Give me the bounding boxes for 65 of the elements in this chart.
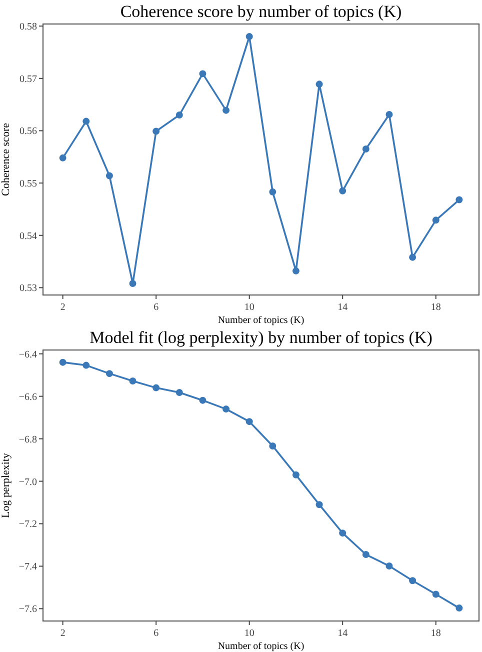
point: [129, 378, 136, 385]
x-tick-label: 18: [430, 628, 441, 639]
y-tick-label: 0.56: [20, 126, 37, 138]
point: [106, 370, 113, 378]
x-tick-label: 18: [430, 302, 441, 313]
point: [362, 146, 370, 153]
y-tick-label: −6.8: [18, 434, 37, 446]
point: [432, 590, 440, 598]
y-tick-label: −7.6: [18, 604, 37, 616]
point: [82, 118, 90, 125]
point: [409, 254, 416, 261]
y-tick-label: −7.2: [18, 519, 37, 530]
y-tick-label: −7.0: [18, 476, 37, 488]
point: [59, 358, 66, 366]
point: [199, 396, 206, 404]
point: [316, 501, 323, 508]
y-tick-label: −7.4: [18, 562, 37, 573]
x-tick-label: 2: [60, 628, 66, 639]
point: [269, 188, 276, 196]
point: [339, 530, 346, 537]
point: [456, 196, 463, 204]
point: [386, 562, 393, 570]
point: [292, 471, 300, 478]
x-tick-label: 2: [60, 302, 66, 313]
x-tick-label: 10: [244, 302, 254, 313]
x-tick-label: 10: [244, 628, 254, 639]
y-tick-label: 0.55: [20, 178, 37, 190]
chart-title: Model fit (log perplexity) by number of topics (K): [90, 328, 432, 347]
x-axis-title: Number of topics (K): [218, 315, 304, 326]
point: [106, 172, 113, 180]
point: [222, 106, 230, 114]
point: [456, 604, 463, 612]
y-tick-label: −6.4: [18, 349, 37, 360]
point: [152, 128, 160, 135]
x-tick-label: 14: [338, 628, 348, 639]
point: [176, 112, 183, 119]
y-tick-label: 0.57: [20, 74, 37, 85]
point: [362, 551, 370, 558]
chart-title: Coherence score by number of topics (K): [120, 2, 402, 21]
y-axis-title: Coherence score: [0, 122, 12, 196]
y-axis-title: Log perplexity: [0, 452, 12, 518]
point: [82, 362, 90, 369]
point: [269, 442, 276, 450]
y-tick-label: 0.58: [20, 22, 37, 33]
x-tick-label: 6: [154, 302, 159, 313]
point: [292, 267, 300, 274]
point: [409, 577, 416, 584]
point: [199, 70, 206, 78]
x-tick-label: 6: [154, 628, 159, 639]
point: [386, 111, 393, 118]
x-axis-title: Number of topics (K): [218, 641, 304, 652]
point: [432, 216, 440, 224]
y-tick-label: 0.53: [20, 283, 37, 294]
point: [129, 280, 136, 287]
point: [152, 384, 160, 392]
point: [176, 388, 183, 396]
point: [246, 418, 253, 426]
y-tick-label: 0.54: [20, 230, 37, 242]
x-tick-label: 14: [338, 302, 348, 313]
point: [339, 187, 346, 194]
point: [316, 80, 323, 88]
point: [222, 406, 230, 413]
point: [59, 154, 66, 162]
point: [246, 33, 253, 40]
y-tick-label: −6.6: [18, 392, 37, 403]
